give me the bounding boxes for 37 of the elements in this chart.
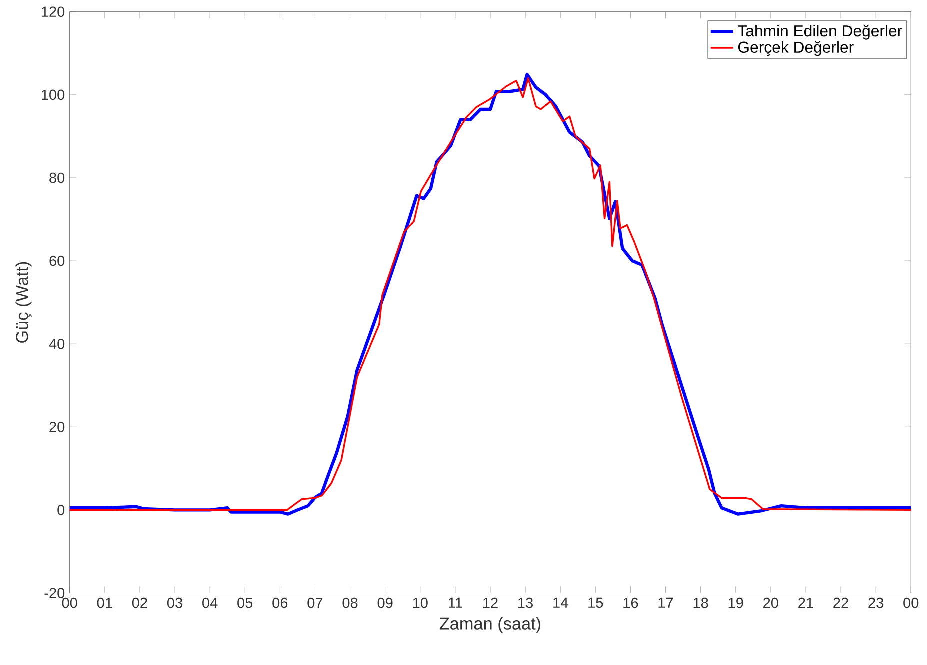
x-tick-label: 15 [588,598,604,608]
x-tick-label: 23 [868,598,884,608]
x-tick-label: 17 [658,598,674,608]
x-tick-label: 13 [518,598,533,608]
x-tick-label: 18 [694,598,708,608]
x-tick-label: 11 [448,598,462,608]
y-tick-label: 100 [42,90,65,100]
y-tick-label: 120 [42,6,65,18]
x-tick-label: 14 [554,598,568,608]
x-tick-label: 06 [272,598,288,608]
x-tick-label: 10 [413,598,428,608]
y-tick-label: 80 [50,173,65,184]
x-tick-label: 02 [132,598,148,608]
x-tick-label: 00 [62,598,78,608]
y-tick-label: 40 [49,339,65,350]
x-tick-label: 04 [202,598,218,608]
legend-label: Gerçek Değerler [738,41,854,56]
y-tick-label: 60 [50,256,65,266]
x-tick-label: 03 [167,598,182,608]
x-tick-label: 19 [728,598,744,608]
y-tick-label: -20 [44,588,65,599]
x-tick-label: 05 [238,598,253,608]
y-axis-title: Güç (Watt) [16,262,32,344]
x-axis-title: Zaman (saat) [440,617,541,634]
x-tick-label: 07 [308,598,323,608]
legend-label: Tahmin Edilen Değerler [738,25,902,40]
x-tick-label: 20 [764,598,778,608]
x-tick-label: 08 [342,598,358,608]
x-tick-label: 16 [624,598,638,608]
x-tick-label: 22 [834,598,848,608]
y-tick-label: 20 [50,422,65,432]
x-tick-label: 00 [904,598,919,608]
y-tick-label: 0 [58,505,65,516]
x-tick-label: 01 [97,598,112,608]
x-tick-label: 09 [378,598,393,608]
x-tick-label: 12 [484,598,498,608]
x-tick-label: 21 [798,598,814,608]
